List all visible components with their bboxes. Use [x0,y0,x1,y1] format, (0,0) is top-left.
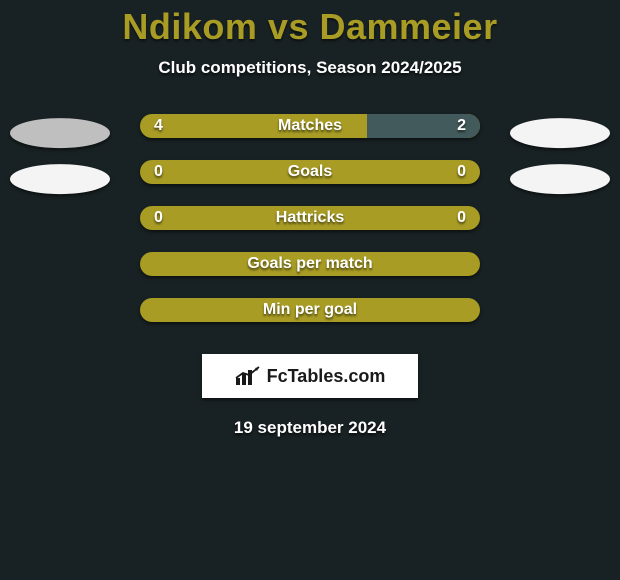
stat-left-value: 0 [154,209,163,227]
source-badge[interactable]: FcTables.com [202,354,418,398]
player-left-ellipse [10,164,110,194]
player-left-ellipse [10,118,110,148]
stat-label: Matches [278,117,342,135]
stat-right-value: 0 [457,163,466,181]
stat-bar: 0 Hattricks 0 [140,206,480,230]
stat-left-value: 0 [154,163,163,181]
comparison-infographic: Ndikom vs Dammeier Club competitions, Se… [0,0,620,580]
stat-right-value: 2 [457,117,466,135]
source-brand-text: FcTables.com [267,366,386,387]
stat-bar: 4 Matches 2 [140,114,480,138]
stat-label: Goals [288,163,332,181]
stat-right-value: 0 [457,209,466,227]
stat-label: Hattricks [276,209,344,227]
stat-label: Min per goal [263,301,357,319]
stat-bar: Goals per match [140,252,480,276]
stat-label: Goals per match [247,255,372,273]
stat-bar: Min per goal [140,298,480,322]
player-right-ellipse [510,118,610,148]
page-title: Ndikom vs Dammeier [0,6,620,48]
player-right-ellipse [510,164,610,194]
bar-chart-icon [235,366,261,386]
stat-left-value: 4 [154,117,163,135]
stat-row: Min per goal [0,298,620,344]
stat-row: Goals per match [0,252,620,298]
stat-row: 4 Matches 2 [0,114,620,160]
stat-rows: 4 Matches 2 0 Goals 0 0 Hattricks 0 [0,114,620,344]
stat-row: 0 Hattricks 0 [0,206,620,252]
stat-bar: 0 Goals 0 [140,160,480,184]
footer-date: 19 september 2024 [0,418,620,438]
page-subtitle: Club competitions, Season 2024/2025 [0,58,620,78]
stat-row: 0 Goals 0 [0,160,620,206]
